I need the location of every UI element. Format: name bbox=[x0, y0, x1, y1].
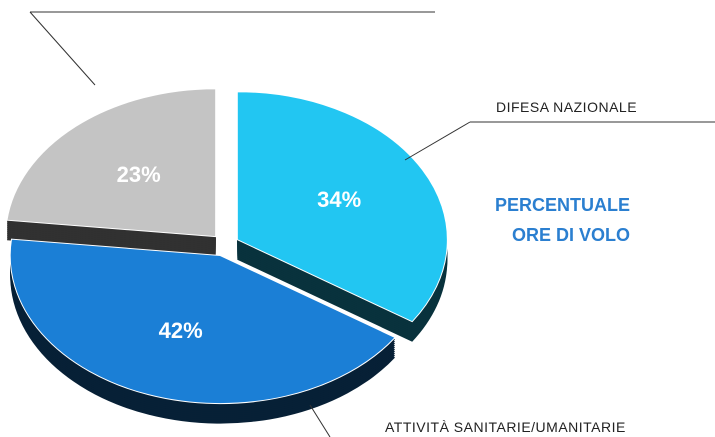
slice bbox=[6, 88, 217, 238]
value-label: 34% bbox=[317, 187, 361, 212]
chart-title: PERCENTUALE ORE DI VOLO bbox=[494, 195, 630, 245]
slice bbox=[236, 91, 448, 323]
category-label: DIFESA NAZIONALE bbox=[496, 99, 637, 115]
pie: 34% 42% 23% bbox=[6, 88, 448, 424]
leader-line bbox=[404, 121, 471, 161]
leader-line bbox=[309, 404, 331, 437]
leader-line bbox=[29, 11, 96, 86]
value-label: 42% bbox=[159, 318, 203, 343]
category-label: ATTIVITÀ SANITARIE/UMANITARIE bbox=[385, 419, 626, 435]
slice bbox=[9, 238, 396, 405]
value-label: 23% bbox=[117, 162, 161, 187]
